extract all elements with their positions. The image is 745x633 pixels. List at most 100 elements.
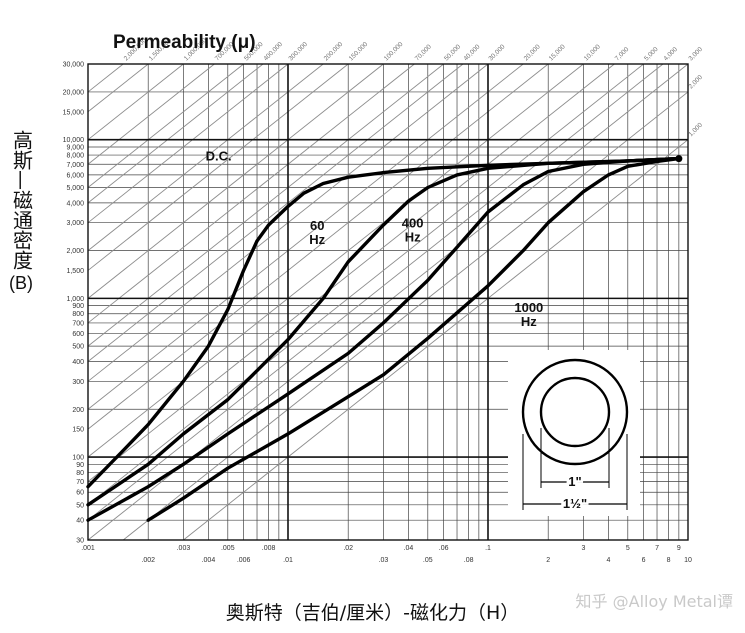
permeability-line — [87, 63, 549, 430]
y-tick-label: 600 — [72, 331, 84, 338]
x-tick-label: 3 — [581, 545, 585, 552]
permeability-line — [87, 63, 464, 362]
y-tick-label: 4,000 — [66, 200, 84, 207]
y-tick-label: 40 — [76, 518, 84, 525]
x-tick-label: 9 — [677, 545, 681, 552]
permeability-label: 40,000 — [462, 43, 481, 62]
y-tick-label: 6,000 — [66, 172, 84, 179]
permeability-label: 30,000 — [487, 43, 506, 62]
permeability-label: 200,000 — [323, 41, 345, 63]
y-tick-label: 400 — [72, 359, 84, 366]
y-tick-label: 10,000 — [63, 137, 85, 144]
y-tick-label: 3,000 — [66, 220, 84, 227]
y-tick-label: 70 — [76, 479, 84, 486]
y-axis-unit: (B) — [9, 273, 33, 293]
x-tick-label: 4 — [606, 557, 610, 564]
x-tick-label: 8 — [667, 557, 671, 564]
permeability-label: 10,000 — [583, 43, 602, 62]
plot-frame — [87, 63, 689, 541]
curve-label-line: 400 — [402, 215, 424, 230]
y-tick-label: 7,000 — [66, 162, 84, 169]
permeability-label: 3,000 — [687, 46, 704, 63]
curve-label: 60 Hz — [309, 218, 325, 247]
x-tick-label: .005 — [221, 545, 235, 552]
curve-d-c- — [86, 156, 681, 489]
inner-dimension-label: 1" — [568, 474, 581, 489]
permeability-label: 150,000 — [348, 41, 370, 63]
permeability-line — [87, 63, 124, 93]
x-tick-label: .004 — [202, 557, 216, 564]
y-tick-label: 5,000 — [66, 185, 84, 192]
permeability-line — [87, 63, 584, 458]
curve-label: 1000 Hz — [514, 300, 543, 329]
chart-title: Permeability (μ) — [113, 32, 256, 53]
curve-label-line: 1000 — [514, 300, 543, 315]
y-tick-label: 9,000 — [66, 144, 84, 151]
x-tick-label: 6 — [642, 557, 646, 564]
toroid-inner — [539, 376, 611, 448]
x-tick-label: .08 — [464, 557, 474, 564]
permeability-line — [87, 63, 289, 224]
y-tick-label: 80 — [76, 470, 84, 477]
permeability-line — [87, 63, 215, 165]
permeability-label: 15,000 — [548, 43, 567, 62]
permeability-line — [122, 91, 689, 541]
y-axis-label-text: 高斯—磁通密度 — [9, 130, 34, 270]
y-tick-label: 30,000 — [63, 62, 85, 69]
x-tick-label: .03 — [379, 557, 389, 564]
curve-label-line: 60 — [310, 218, 324, 233]
y-tick-label: 20,000 — [63, 89, 85, 96]
y-axis-label: 高斯—磁通密度 (B) — [4, 130, 38, 297]
y-tick-label: 300 — [72, 379, 84, 386]
permeability-label: 5,000 — [643, 46, 660, 63]
y-tick-label: 1,000 — [66, 296, 84, 303]
permeability-line — [87, 63, 524, 410]
x-axis-label: 奥斯特（吉伯/厘米）-磁化力（H） — [225, 602, 520, 624]
curve-60-hz — [86, 156, 681, 507]
curve-label: D.C. — [206, 148, 232, 163]
permeability-label: 7,000 — [614, 46, 631, 63]
y-tick-label: 150 — [72, 427, 84, 434]
permeability-line — [87, 63, 415, 324]
permeability-label: 20,000 — [523, 43, 542, 62]
permeability-line — [87, 63, 615, 482]
permeability-line — [87, 63, 244, 188]
curve-400-hz — [86, 156, 681, 522]
x-tick-label: .003 — [177, 545, 191, 552]
y-tick-label: 500 — [72, 344, 84, 351]
x-tick-label: 5 — [626, 545, 630, 552]
y-tick-label: 2,000 — [66, 248, 84, 255]
x-tick-label: .008 — [262, 545, 276, 552]
permeability-line — [87, 63, 184, 141]
permeability-label: 4,000 — [662, 46, 679, 63]
x-tick-label: .002 — [141, 557, 155, 564]
permeability-label: 1,000 — [687, 121, 704, 138]
x-tick-label: 10 — [684, 557, 692, 564]
x-tick-label: .05 — [423, 557, 433, 564]
curve-1000-hz — [146, 156, 681, 522]
permeability-line — [87, 63, 444, 347]
y-tick-label: 100 — [72, 455, 84, 462]
permeability-label: 70,000 — [414, 43, 433, 62]
curve-label-line: Hz — [521, 314, 537, 329]
permeability-line — [87, 63, 324, 251]
x-tick-label: .02 — [343, 545, 353, 552]
y-tick-label: 60 — [76, 490, 84, 497]
x-tick-label: .001 — [81, 545, 95, 552]
x-tick-label: .1 — [485, 545, 491, 552]
permeability-label: 100,000 — [383, 41, 405, 63]
x-tick-label: .04 — [404, 545, 414, 552]
y-tick-label: 1,500 — [66, 268, 84, 275]
y-tick-label: 90 — [76, 462, 84, 469]
x-tick-label: .06 — [439, 545, 449, 552]
curve-label-line: Hz — [309, 232, 325, 247]
permeability-label: 400,000 — [262, 41, 284, 63]
y-tick-label: 900 — [72, 303, 84, 310]
x-tick-labels: .001 .002 .003 .004 .005.006 .008 .01 .02 .03 .04… — [81, 545, 692, 564]
x-tick-label: 2 — [546, 557, 550, 564]
y-tick-label: 50 — [76, 502, 84, 509]
x-tick-label: .01 — [283, 557, 293, 564]
